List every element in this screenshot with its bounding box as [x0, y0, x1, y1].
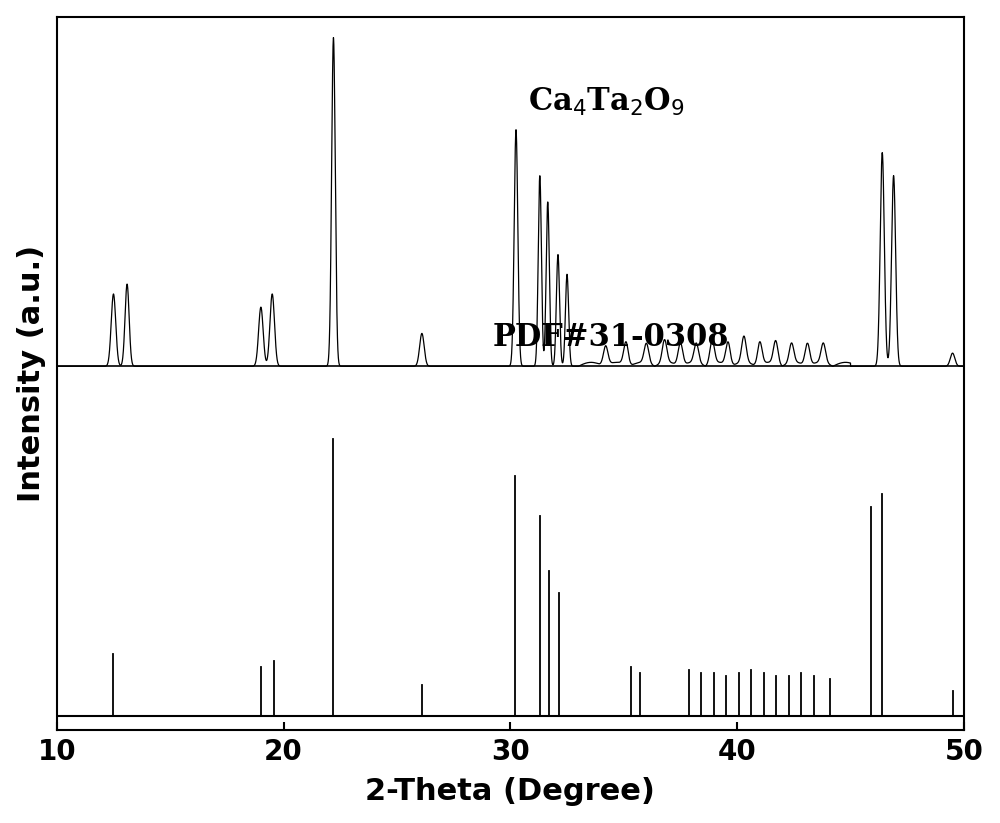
Text: PDF#31-0308: PDF#31-0308	[492, 322, 729, 353]
Text: Ca$_4$Ta$_2$O$_9$: Ca$_4$Ta$_2$O$_9$	[528, 86, 685, 119]
Y-axis label: Intensity (a.u.): Intensity (a.u.)	[17, 244, 46, 502]
X-axis label: 2-Theta (Degree): 2-Theta (Degree)	[365, 778, 655, 807]
